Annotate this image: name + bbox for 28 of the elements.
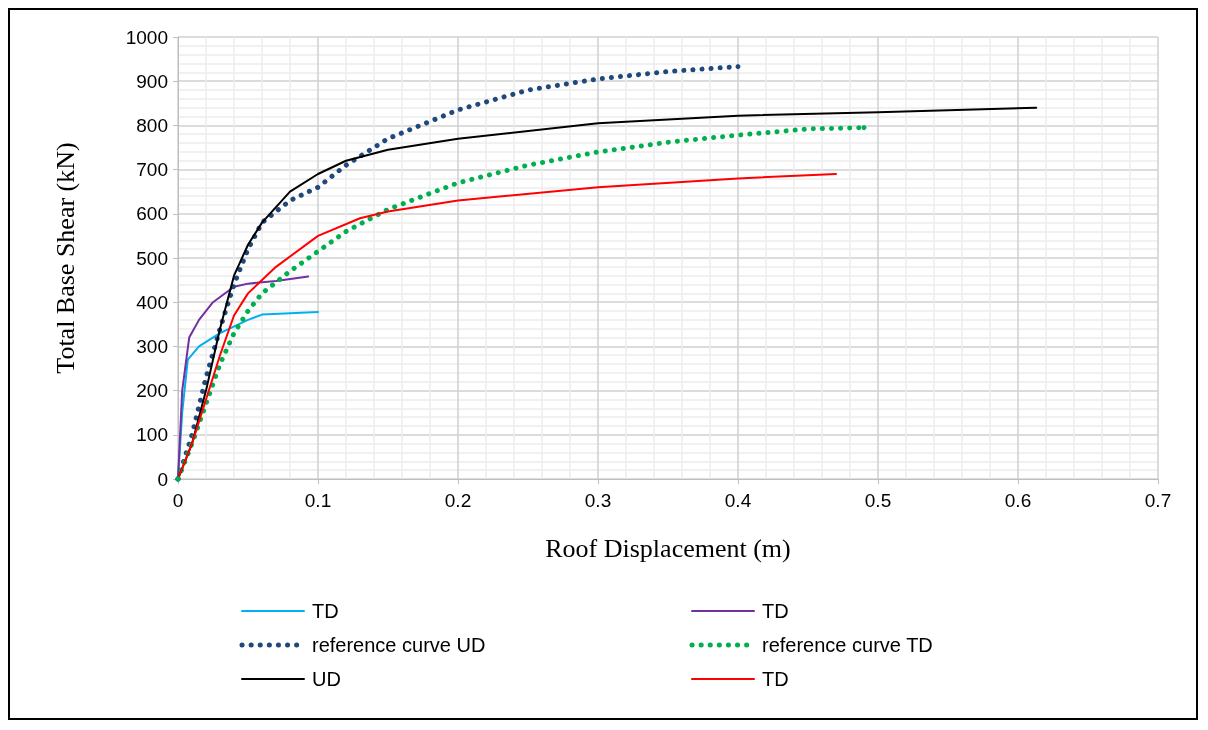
legend-label: TD <box>762 668 789 690</box>
line-series <box>177 173 837 480</box>
legend-label: TD <box>312 600 339 622</box>
y-tick-label: 900 <box>136 70 168 92</box>
y-tick-label: 400 <box>136 291 168 313</box>
y-tick-label: 800 <box>136 114 168 136</box>
y-tick-label: 1000 <box>125 26 168 48</box>
y-tick-label: 500 <box>136 247 168 269</box>
x-tick-label: 0 <box>172 490 184 511</box>
x-tick-label: 0.7 <box>1144 490 1172 511</box>
x-axis-title: Roof Displacement (m) <box>545 533 791 563</box>
y-axis-title: Total Base Shear (kN) <box>50 142 80 374</box>
y-tick-label: 0 <box>157 468 168 490</box>
x-tick-label: 0.4 <box>724 490 752 511</box>
y-tick-label: 700 <box>136 159 168 181</box>
x-tick-label: 0.5 <box>864 490 892 511</box>
legend-label: TD <box>762 600 789 622</box>
legend-label: UD <box>312 668 341 690</box>
x-tick-label: 0.6 <box>1004 490 1032 511</box>
y-tick-label: 200 <box>136 380 168 402</box>
x-tick-label: 0.1 <box>304 490 332 511</box>
y-tick-label: 300 <box>136 335 168 357</box>
x-tick-label: 0.2 <box>444 490 472 511</box>
x-tick-label: 0.3 <box>584 490 612 511</box>
y-tick-label: 600 <box>136 203 168 225</box>
legend-label: reference curve TD <box>762 634 933 656</box>
y-tick-label: 100 <box>136 424 168 446</box>
legend-label: reference curve UD <box>312 634 486 656</box>
